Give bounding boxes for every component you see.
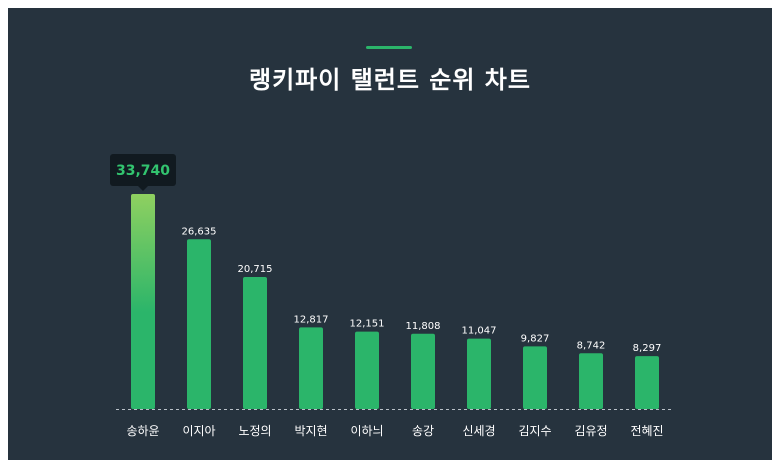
- bar-5[interactable]: [355, 331, 379, 409]
- bar-1[interactable]: [131, 194, 155, 409]
- bar-10[interactable]: [635, 356, 659, 409]
- bar-chart: 송하윤 26,635 이지아 20,715 노정의 12,817 박지현 12,151 이하늬 1…: [110, 154, 674, 438]
- bar-8[interactable]: [523, 346, 547, 409]
- bar-2[interactable]: [187, 239, 211, 409]
- category-label: 전혜진: [630, 424, 663, 438]
- bar-3[interactable]: [243, 276, 267, 409]
- category-label: 송하윤: [126, 424, 159, 438]
- chart-card: 랭키파이 탤런트 순위 차트 송하윤 26,635 이지아 20,715 노정의 12,8…: [8, 8, 772, 460]
- value-label: 9,827: [521, 333, 550, 344]
- value-label: 11,808: [406, 321, 441, 332]
- value-label: 20,715: [238, 264, 273, 275]
- value-label: 12,151: [350, 319, 385, 330]
- bar-4[interactable]: [299, 327, 323, 409]
- value-label: 11,047: [462, 326, 497, 337]
- value-label: 12,817: [294, 314, 329, 325]
- category-label: 박지현: [294, 424, 327, 438]
- chart-title: 랭키파이 탤런트 순위 차트: [249, 66, 531, 94]
- value-label: 26,635: [182, 226, 217, 237]
- category-label: 송강: [412, 424, 434, 438]
- category-label: 이하늬: [350, 424, 383, 438]
- tooltip-value: 33,740: [116, 163, 170, 179]
- bar-9[interactable]: [579, 353, 603, 409]
- bar-6[interactable]: [411, 333, 435, 409]
- value-label: 8,742: [577, 340, 606, 351]
- category-label: 노정의: [238, 424, 271, 438]
- tooltip-box: [110, 154, 176, 186]
- category-label: 이지아: [182, 424, 215, 438]
- bar-7[interactable]: [467, 338, 491, 409]
- category-label: 김지수: [518, 424, 551, 438]
- tooltip-pointer: [138, 186, 148, 191]
- title-accent-line: [366, 46, 412, 49]
- value-label: 8,297: [633, 343, 662, 354]
- category-label: 신세경: [462, 424, 495, 438]
- category-label: 김유정: [574, 424, 607, 438]
